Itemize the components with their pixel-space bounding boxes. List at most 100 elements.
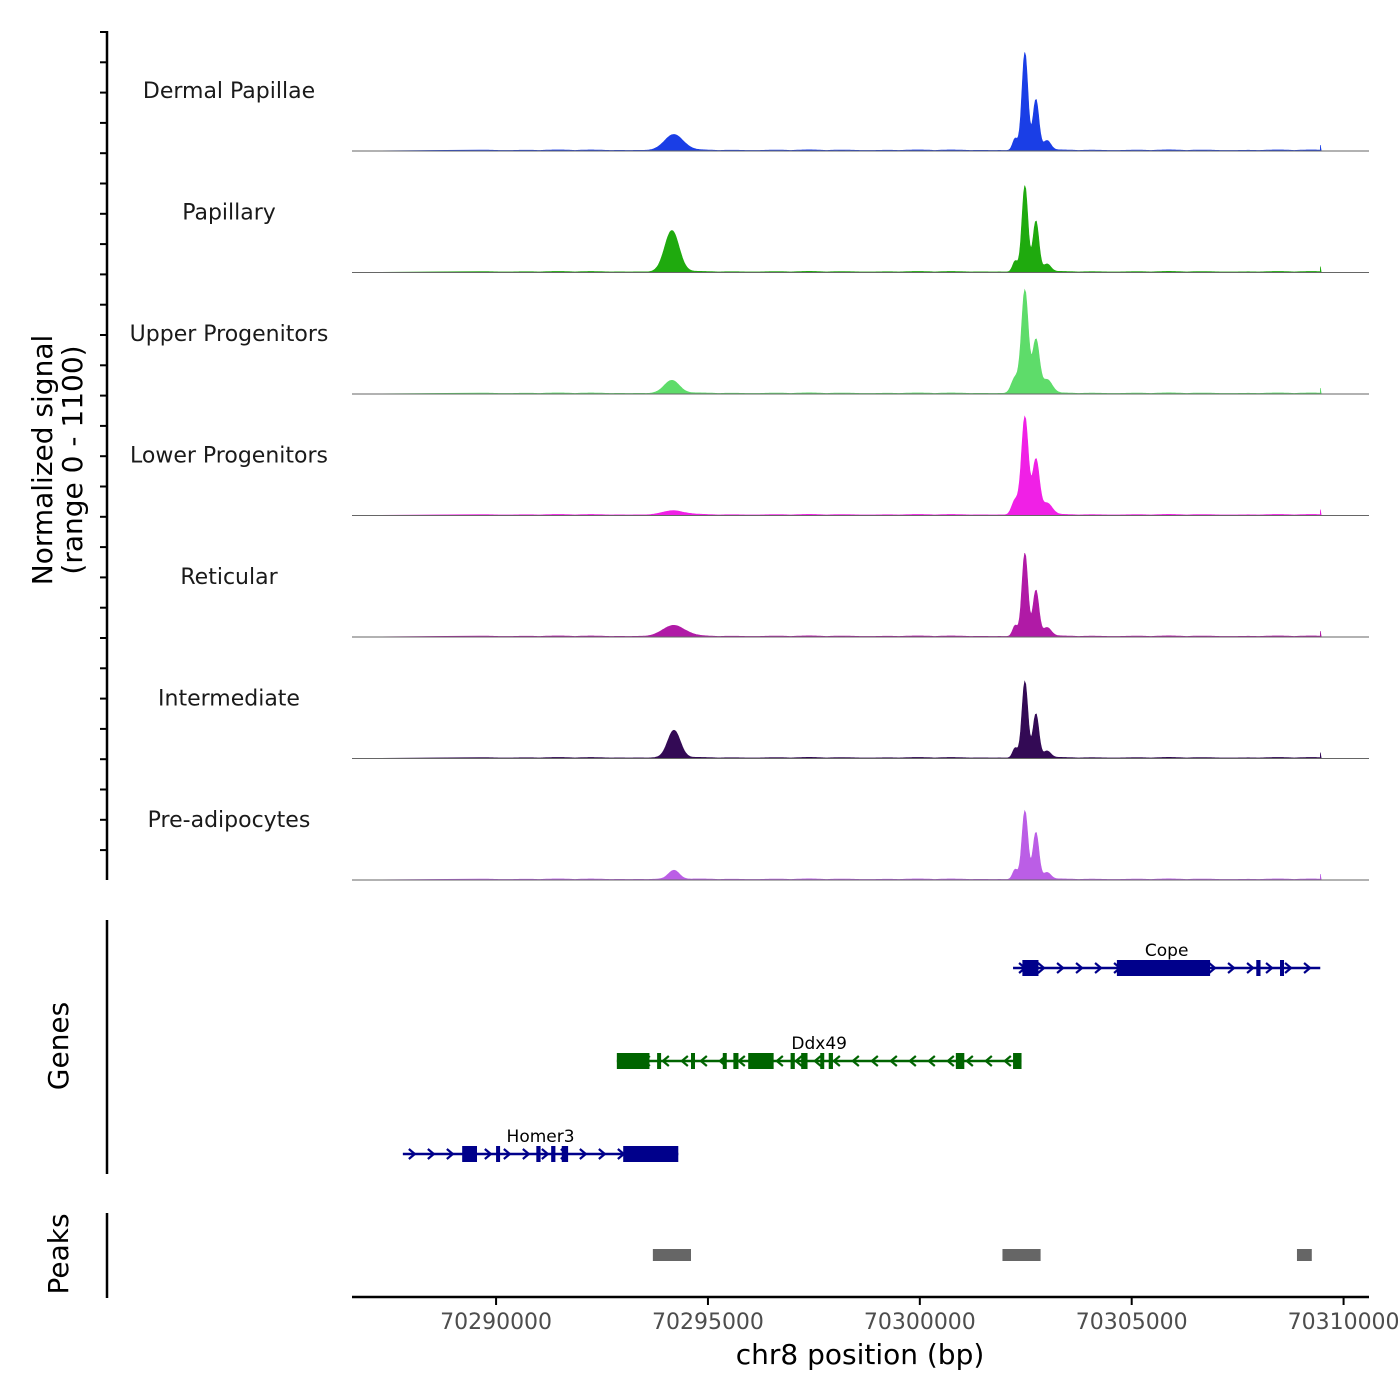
- track-label: Lower Progenitors: [130, 444, 328, 469]
- strand-arrow: [1075, 962, 1084, 974]
- strand-arrow: [965, 1055, 974, 1067]
- coverage-signal-area: [351, 809, 1369, 881]
- peak-region: [652, 1249, 691, 1261]
- gene-exon: [1256, 960, 1261, 976]
- coverage-track: Pre-adipocytes: [148, 808, 1369, 881]
- x-tick-label: 70305000: [1076, 1310, 1188, 1335]
- strand-arrow: [427, 1148, 436, 1160]
- strand-arrow: [680, 1055, 689, 1067]
- gene-label: Ddx49: [791, 1034, 847, 1054]
- strand-arrow: [832, 1055, 841, 1067]
- track-label: Reticular: [180, 565, 278, 590]
- peaks-track: [652, 1249, 1312, 1261]
- gene-exon: [722, 1053, 727, 1069]
- gene: Cope: [1013, 941, 1321, 976]
- x-tick-label: 70300000: [864, 1310, 976, 1335]
- coverage-tracks: Dermal Papillae Papillary Upper Progenitor…: [130, 52, 1369, 881]
- peaks-panel-title: Peaks: [42, 1213, 75, 1294]
- coverage-y-ticks: [100, 31, 107, 852]
- gene-exon: [536, 1146, 541, 1162]
- x-tick-label: 70310000: [1288, 1310, 1400, 1335]
- strand-arrow: [946, 1055, 955, 1067]
- strand-arrow: [851, 1055, 860, 1067]
- gene-exon: [657, 1053, 662, 1069]
- track-label: Dermal Papillae: [143, 79, 315, 104]
- gene-exon: [748, 1053, 774, 1069]
- strand-arrow: [484, 1148, 493, 1160]
- coverage-signal-area: [351, 52, 1369, 152]
- strand-arrow: [541, 1148, 550, 1160]
- gene: Homer3: [402, 1127, 679, 1162]
- track-label: Upper Progenitors: [130, 322, 329, 347]
- gene-exon: [1022, 960, 1039, 976]
- coverage-signal-area: [351, 680, 1369, 759]
- genes-panel-title: Genes: [42, 1002, 75, 1090]
- gene-exon: [790, 1053, 795, 1069]
- coverage-track: Reticular: [180, 552, 1369, 638]
- strand-arrow: [522, 1148, 531, 1160]
- strand-arrow: [1003, 1055, 1012, 1067]
- strand-arrow: [579, 1148, 588, 1160]
- gene-exon: [551, 1146, 556, 1162]
- strand-arrow: [1056, 962, 1065, 974]
- strand-arrow: [1208, 962, 1217, 974]
- gene-exon: [691, 1053, 695, 1069]
- peak-region: [1002, 1249, 1041, 1261]
- strand-arrow: [503, 1148, 512, 1160]
- gene-exon: [1280, 960, 1285, 976]
- peak-region: [1296, 1249, 1312, 1261]
- strand-arrow: [1303, 962, 1312, 974]
- gene: Ddx49: [616, 1034, 1022, 1069]
- gene-exon: [955, 1053, 965, 1069]
- y-axis-title-line2: (range 0 - 1100): [56, 345, 89, 574]
- y-axis-title-group: Normalized signal (range 0 - 1100): [26, 335, 89, 586]
- strand-arrow: [984, 1055, 993, 1067]
- gene-exon: [496, 1146, 501, 1162]
- strand-arrow: [908, 1055, 917, 1067]
- y-axis-title-line1: Normalized signal: [26, 335, 59, 586]
- coverage-signal-area: [351, 415, 1369, 516]
- gene-exon: [820, 1053, 825, 1069]
- coverage-track: Papillary: [182, 185, 1369, 273]
- x-axis-ticks: 70290000 70295000 70300000 70305000 70310000: [440, 1297, 1400, 1335]
- strand-arrow: [446, 1148, 455, 1160]
- genes-track: Cope Ddx49 Homer3: [402, 941, 1321, 1162]
- gene-exon: [733, 1053, 739, 1069]
- coverage-signal-area: [351, 288, 1369, 395]
- strand-arrow: [737, 1055, 746, 1067]
- strand-arrow: [870, 1055, 879, 1067]
- strand-arrow: [775, 1055, 784, 1067]
- gene-exon: [1013, 1053, 1022, 1069]
- gene-exon: [616, 1053, 650, 1069]
- strand-arrow: [408, 1148, 417, 1160]
- strand-arrow: [794, 1055, 803, 1067]
- strand-arrow: [889, 1055, 898, 1067]
- gene-exon: [462, 1146, 478, 1162]
- strand-arrow: [661, 1055, 670, 1067]
- gene-label: Homer3: [507, 1127, 575, 1147]
- gene-exon: [623, 1146, 679, 1162]
- strand-arrow: [1227, 962, 1236, 974]
- coverage-track: Lower Progenitors: [130, 415, 1369, 516]
- x-tick-label: 70290000: [440, 1310, 552, 1335]
- gene-exon: [828, 1053, 833, 1069]
- track-label: Papillary: [182, 201, 276, 226]
- strand-arrow: [927, 1055, 936, 1067]
- strand-arrow: [1284, 962, 1293, 974]
- track-label: Intermediate: [158, 687, 300, 712]
- coverage-track: Upper Progenitors: [130, 288, 1369, 395]
- strand-arrow: [598, 1148, 607, 1160]
- strand-arrow: [1246, 962, 1255, 974]
- coverage-track: Intermediate: [158, 680, 1369, 759]
- gene-exon: [801, 1053, 808, 1069]
- strand-arrow: [1037, 962, 1046, 974]
- coverage-signal-area: [351, 552, 1369, 638]
- strand-arrow: [1265, 962, 1274, 974]
- strand-arrow: [699, 1055, 708, 1067]
- x-axis-title: chr8 position (bp): [736, 1338, 985, 1371]
- track-label: Pre-adipocytes: [148, 808, 311, 833]
- strand-arrow: [1094, 962, 1103, 974]
- coverage-signal-area: [351, 185, 1369, 273]
- coverage-track: Dermal Papillae: [143, 52, 1369, 152]
